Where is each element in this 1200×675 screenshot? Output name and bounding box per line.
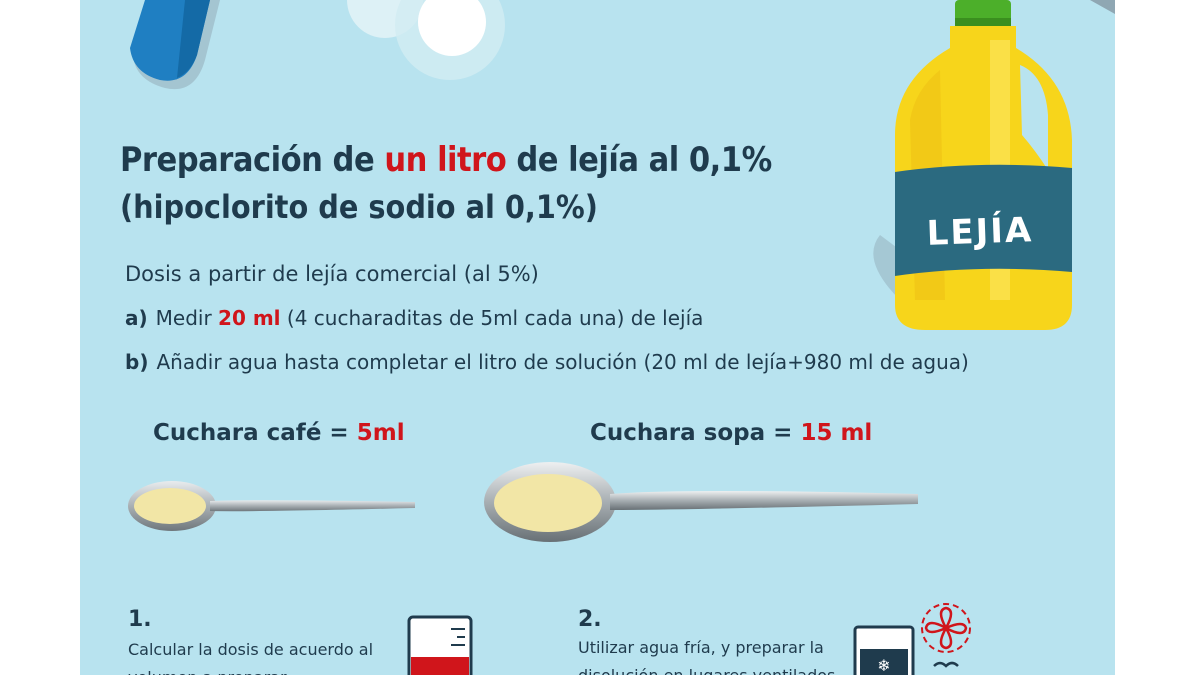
bubbles-icon xyxy=(347,0,505,80)
spoon-equals: = xyxy=(321,420,357,446)
soup-spoon-label: Cuchara sopa = 15 ml xyxy=(590,420,872,446)
spoon-name: Cuchara sopa xyxy=(590,420,766,446)
page-subtitle: (hipoclorito de sodio al 0,1%) xyxy=(120,188,598,226)
spoon-equals: = xyxy=(765,420,801,446)
detergent-bottle-icon xyxy=(130,0,220,90)
tip-2-text: Utilizar agua fría, y preparar la disolu… xyxy=(578,638,835,675)
fan-icon xyxy=(921,603,971,668)
step-a: a) Medir 20 ml (4 cucharaditas de 5ml cad… xyxy=(125,306,703,330)
infographic-poster: LEJÍA Preparación de un litro de lejía a… xyxy=(80,0,1115,675)
beaker-icon xyxy=(407,615,473,675)
spoon-amount: 5ml xyxy=(356,420,405,446)
page-title: Preparación de un litro de lejía al 0,1% xyxy=(120,140,772,180)
cold-water-icon: ❄ xyxy=(853,625,915,675)
step-letter: b) xyxy=(125,350,149,374)
title-part2: de lejía al 0,1% xyxy=(506,140,772,180)
spoon-amount: 15 ml xyxy=(800,420,873,446)
tip-1-text: Calcular la dosis de acuerdo al volumen … xyxy=(128,640,374,675)
step-letter: a) xyxy=(125,306,148,330)
coffee-spoon-label: Cuchara café = 5ml xyxy=(153,420,405,446)
step-text: Medir xyxy=(155,306,219,330)
spoon-name: Cuchara café xyxy=(153,420,322,446)
dosis-intro: Dosis a partir de lejía comercial (al 5%… xyxy=(125,262,539,286)
step-text-post: (4 cucharaditas de 5ml cada una) de lejí… xyxy=(280,306,704,330)
tip-1-number: 1. xyxy=(128,607,152,632)
svg-text:❄: ❄ xyxy=(877,656,890,675)
coffee-spoon-icon xyxy=(128,481,415,531)
tip-2-number: 2. xyxy=(578,607,602,632)
bottle-label: LEJÍA xyxy=(926,210,1034,254)
step-b: b) Añadir agua hasta completar el litro d… xyxy=(125,350,969,374)
step-text: Añadir agua hasta completar el litro de … xyxy=(156,350,969,374)
title-highlight: un litro xyxy=(384,140,507,180)
title-part1: Preparación de xyxy=(120,140,385,180)
corner-shape-icon xyxy=(1090,0,1115,14)
step-highlight: 20 ml xyxy=(218,306,281,330)
soup-spoon-icon xyxy=(484,462,918,542)
bleach-bottle-icon xyxy=(873,0,1072,330)
